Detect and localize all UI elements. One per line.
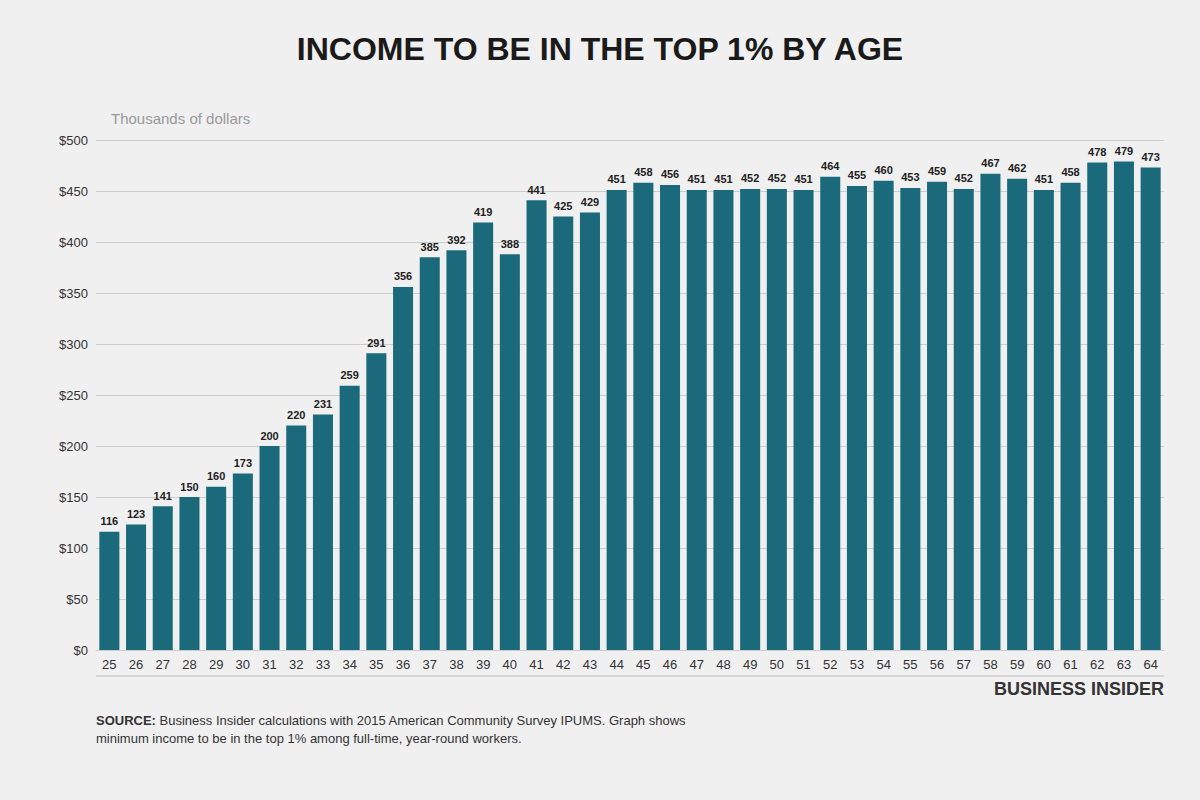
svg-text:38: 38 [449, 657, 463, 672]
svg-text:464: 464 [821, 160, 840, 172]
svg-text:39: 39 [476, 657, 490, 672]
svg-text:458: 458 [634, 166, 652, 178]
svg-text:35: 35 [369, 657, 383, 672]
svg-text:453: 453 [901, 171, 919, 183]
svg-text:$450: $450 [59, 184, 88, 199]
svg-text:385: 385 [421, 241, 439, 253]
svg-text:441: 441 [527, 184, 545, 196]
svg-text:60: 60 [1037, 657, 1051, 672]
svg-text:56: 56 [930, 657, 944, 672]
svg-text:451: 451 [607, 173, 625, 185]
svg-text:479: 479 [1115, 145, 1133, 157]
svg-text:48: 48 [716, 657, 730, 672]
svg-text:42: 42 [556, 657, 570, 672]
svg-text:50: 50 [770, 657, 784, 672]
svg-text:63: 63 [1117, 657, 1131, 672]
svg-text:451: 451 [1035, 173, 1053, 185]
svg-text:160: 160 [207, 470, 225, 482]
svg-text:47: 47 [690, 657, 704, 672]
svg-text:33: 33 [316, 657, 330, 672]
svg-text:40: 40 [503, 657, 517, 672]
svg-text:36: 36 [396, 657, 410, 672]
svg-text:$350: $350 [59, 286, 88, 301]
svg-text:57: 57 [957, 657, 971, 672]
svg-text:$200: $200 [59, 439, 88, 454]
svg-text:$150: $150 [59, 490, 88, 505]
svg-text:291: 291 [367, 337, 385, 349]
svg-text:$500: $500 [59, 133, 88, 148]
svg-text:49: 49 [743, 657, 757, 672]
svg-text:451: 451 [688, 173, 706, 185]
svg-text:30: 30 [236, 657, 250, 672]
svg-text:259: 259 [340, 369, 358, 381]
svg-text:452: 452 [768, 172, 786, 184]
svg-text:478: 478 [1088, 146, 1106, 158]
svg-text:$400: $400 [59, 235, 88, 250]
svg-text:28: 28 [182, 657, 196, 672]
svg-text:31: 31 [262, 657, 276, 672]
svg-text:456: 456 [661, 168, 679, 180]
svg-text:451: 451 [714, 173, 732, 185]
svg-text:425: 425 [554, 200, 572, 212]
svg-text:173: 173 [234, 457, 252, 469]
svg-text:34: 34 [342, 657, 356, 672]
svg-text:231: 231 [314, 398, 332, 410]
svg-text:46: 46 [663, 657, 677, 672]
svg-text:388: 388 [501, 238, 519, 250]
svg-text:$50: $50 [66, 592, 88, 607]
svg-text:64: 64 [1143, 657, 1157, 672]
svg-text:Business Insider calculations: Business Insider calculations with 2015 … [156, 713, 686, 728]
svg-text:452: 452 [741, 172, 759, 184]
svg-text:55: 55 [903, 657, 917, 672]
svg-text:150: 150 [180, 481, 198, 493]
svg-text:37: 37 [423, 657, 437, 672]
svg-text:54: 54 [876, 657, 890, 672]
svg-text:$0: $0 [74, 643, 88, 658]
svg-text:$250: $250 [59, 388, 88, 403]
svg-text:53: 53 [850, 657, 864, 672]
svg-text:minimum income to be in the to: minimum income to be in the top 1% among… [96, 731, 522, 746]
svg-text:51: 51 [796, 657, 810, 672]
svg-text:200: 200 [260, 430, 278, 442]
svg-text:52: 52 [823, 657, 837, 672]
svg-text:429: 429 [581, 196, 599, 208]
svg-text:BUSINESS INSIDER: BUSINESS INSIDER [994, 679, 1164, 699]
svg-text:$100: $100 [59, 541, 88, 556]
svg-text:460: 460 [874, 164, 892, 176]
svg-text:473: 473 [1141, 151, 1159, 163]
svg-text:458: 458 [1061, 166, 1079, 178]
svg-text:45: 45 [636, 657, 650, 672]
svg-text:455: 455 [848, 169, 866, 181]
svg-text:452: 452 [955, 172, 973, 184]
svg-text:451: 451 [794, 173, 812, 185]
svg-text:462: 462 [1008, 162, 1026, 174]
svg-text:43: 43 [583, 657, 597, 672]
svg-text:356: 356 [394, 270, 412, 282]
svg-text:Thousands of dollars: Thousands of dollars [111, 110, 250, 127]
svg-text:26: 26 [129, 657, 143, 672]
svg-text:392: 392 [447, 234, 465, 246]
svg-text:44: 44 [609, 657, 623, 672]
svg-text:INCOME TO BE IN THE TOP 1% BY: INCOME TO BE IN THE TOP 1% BY AGE [297, 31, 903, 67]
svg-text:32: 32 [289, 657, 303, 672]
svg-text:141: 141 [154, 490, 172, 502]
svg-text:61: 61 [1063, 657, 1077, 672]
svg-text:58: 58 [983, 657, 997, 672]
svg-text:459: 459 [928, 165, 946, 177]
svg-text:59: 59 [1010, 657, 1024, 672]
svg-text:27: 27 [156, 657, 170, 672]
svg-text:$300: $300 [59, 337, 88, 352]
svg-text:467: 467 [981, 157, 999, 169]
svg-text:62: 62 [1090, 657, 1104, 672]
svg-text:SOURCE:: SOURCE: [96, 713, 156, 728]
svg-text:123: 123 [127, 508, 145, 520]
svg-text:29: 29 [209, 657, 223, 672]
svg-text:41: 41 [529, 657, 543, 672]
svg-text:220: 220 [287, 409, 305, 421]
svg-text:116: 116 [100, 515, 118, 527]
svg-text:25: 25 [102, 657, 116, 672]
svg-text:419: 419 [474, 206, 492, 218]
